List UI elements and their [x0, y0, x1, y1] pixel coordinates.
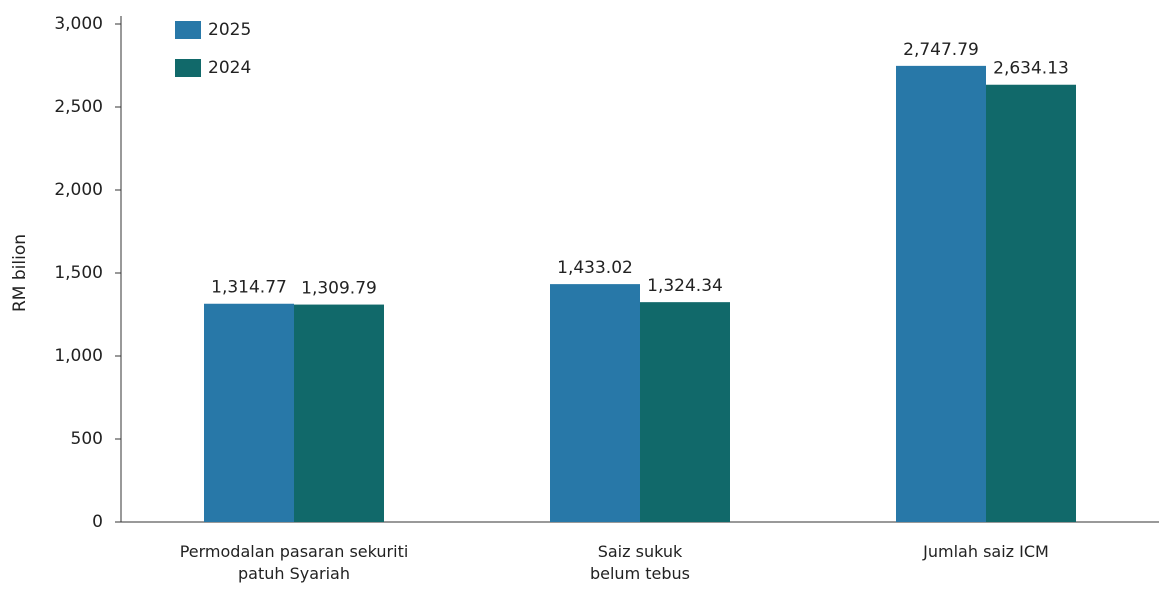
data-label: 1,324.34 — [647, 276, 723, 296]
legend-swatch — [175, 21, 201, 39]
legend-label: 2024 — [208, 58, 251, 78]
y-tick-label: 1,500 — [54, 263, 103, 283]
legend-label: 2025 — [208, 20, 251, 40]
bar — [640, 302, 730, 522]
y-tick-label: 1,000 — [54, 346, 103, 366]
bar — [204, 303, 294, 522]
data-label: 1,433.02 — [557, 258, 633, 278]
y-tick-label: 500 — [71, 429, 103, 449]
y-tick-label: 0 — [92, 512, 103, 532]
data-label: 1,309.79 — [301, 279, 377, 299]
y-tick-label: 2,500 — [54, 97, 103, 117]
bar — [294, 304, 384, 522]
bar — [986, 84, 1076, 522]
data-label: 2,634.13 — [993, 59, 1069, 79]
legend-swatch — [175, 59, 201, 77]
x-tick-label: Saiz sukuk belum tebus — [589, 542, 690, 583]
data-label: 1,314.77 — [211, 278, 287, 298]
bar — [550, 284, 640, 522]
y-tick-label: 2,000 — [54, 180, 103, 200]
y-axis-label: RM bilion — [10, 234, 30, 312]
y-tick-label: 3,000 — [54, 14, 103, 34]
bar — [896, 65, 986, 523]
x-tick-label: Jumlah saiz ICM — [923, 542, 1049, 561]
data-label: 2,747.79 — [903, 40, 979, 60]
x-tick-label: Permodalan pasaran sekuriti patuh Syaria… — [179, 542, 409, 583]
